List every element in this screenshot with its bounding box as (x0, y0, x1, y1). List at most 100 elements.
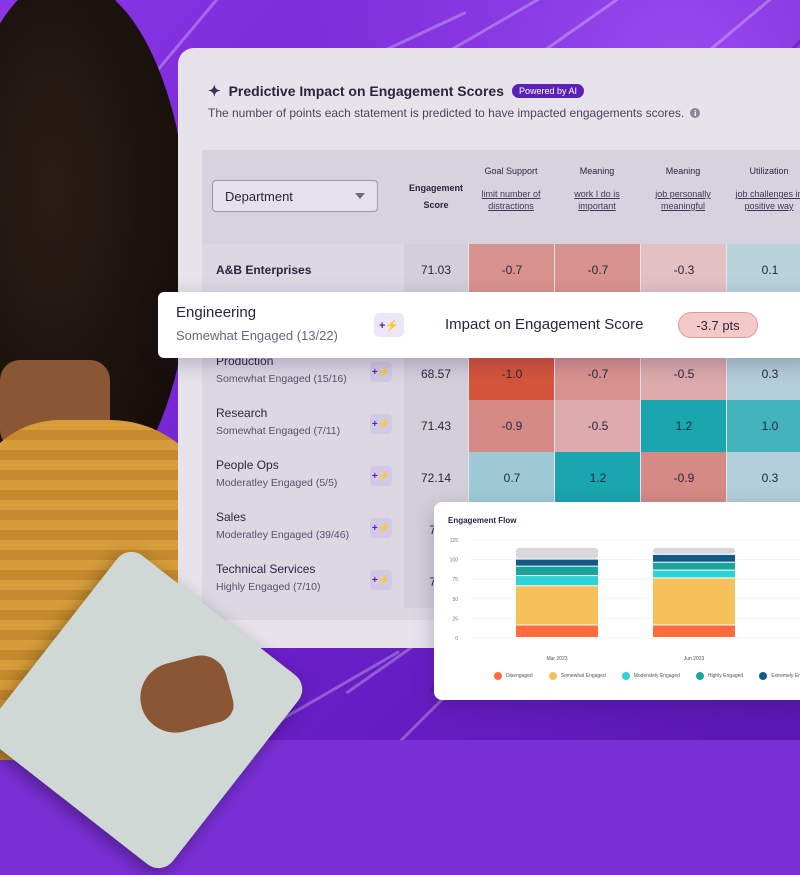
legend-item[interactable]: Highly Engaged (695, 672, 744, 680)
impact-value-badge: -3.7 pts (678, 312, 758, 338)
impact-cell[interactable]: 0.1 (726, 244, 800, 296)
sparkle-icon: ✦ (208, 83, 221, 100)
row-name: Sales (216, 510, 247, 524)
column-statement[interactable]: positive way (744, 201, 794, 211)
impact-cell[interactable]: -0.7 (468, 244, 555, 296)
bar-segment (653, 547, 735, 554)
legend-item[interactable]: Extremely Eng (759, 672, 800, 680)
y-tick-label: 75 (452, 577, 458, 583)
engagement-score: 72.14 (404, 452, 468, 504)
row-engagement-level: Somewhat Engaged (15/16) (216, 373, 347, 385)
y-tick-label: 125 (450, 538, 459, 544)
panel-title-text: Predictive Impact on Engagement Scores (228, 83, 504, 99)
row-name: People Ops (216, 458, 279, 472)
column-statement[interactable]: distractions (488, 201, 534, 211)
legend-swatch (621, 672, 630, 680)
legend-label: Disengaged (506, 673, 533, 679)
bar-segment[interactable] (516, 586, 598, 625)
table-row[interactable]: A&B Enterprises 71.03 -0.7 -0.7 -0.3 0.1 (202, 244, 800, 296)
x-tick-label: Jun 2023 (684, 656, 705, 662)
impact-cell[interactable]: 0.3 (726, 452, 800, 504)
department-select[interactable]: Department (212, 180, 378, 212)
bar-segment[interactable] (653, 570, 735, 578)
impact-cell[interactable]: -0.7 (554, 244, 641, 296)
row-name: A&B Enterprises (216, 263, 312, 277)
column-statement[interactable]: work I do is (574, 189, 620, 199)
engagement-header-line1: Engagement (408, 183, 463, 193)
impact-cell[interactable]: -0.5 (554, 400, 641, 452)
table-header: Department Engagement Score Goal Support… (202, 150, 800, 244)
add-impact-button[interactable]: +⚡ (370, 414, 392, 434)
panel-subtitle-text: The number of points each statement is p… (208, 106, 685, 120)
legend-item[interactable]: Disengaged (494, 672, 533, 680)
column-category: Meaning (665, 166, 701, 176)
bar-segment[interactable] (653, 554, 735, 562)
add-impact-button[interactable]: +⚡ (370, 518, 392, 538)
column-header-meaning-1[interactable]: Meaning work I do is important (554, 166, 640, 212)
legend-item[interactable]: Moderately Engaged (621, 672, 680, 680)
add-impact-button[interactable]: +⚡ (370, 466, 392, 486)
legend-label: Extremely Eng (771, 673, 800, 679)
column-header-goal-support[interactable]: Goal Support limit number of distraction… (468, 166, 554, 212)
y-tick-label: 0 (455, 636, 458, 642)
add-impact-button[interactable]: +⚡ (370, 570, 392, 590)
impact-cell[interactable]: 0.7 (468, 452, 555, 504)
table-row[interactable]: People Ops Moderatley Engaged (5/5) +⚡ 7… (202, 452, 800, 504)
impact-cell[interactable]: 1.2 (640, 400, 727, 452)
x-tick-label: Mar 2023 (546, 656, 567, 662)
row-engagement-level: Moderatley Engaged (5/5) (216, 477, 338, 489)
y-tick-label: 25 (452, 616, 458, 622)
chart-title: Engagement Flow (448, 516, 517, 525)
column-statement[interactable]: important (578, 201, 616, 211)
impact-cell[interactable]: -0.9 (640, 452, 727, 504)
column-statement[interactable]: meaningful (660, 201, 706, 211)
engagement-score: 71.03 (404, 244, 468, 296)
column-header-utilization[interactable]: Utilization job challenges in positive w… (726, 166, 800, 212)
y-tick-label: 50 (452, 597, 458, 603)
bar-segment[interactable] (516, 559, 598, 566)
row-engagement-level: Somewhat Engaged (7/11) (216, 425, 341, 437)
column-category: Utilization (749, 166, 789, 176)
powered-by-ai-badge: Powered by AI (512, 84, 585, 98)
legend-swatch (759, 672, 768, 680)
add-impact-button[interactable]: +⚡ (374, 313, 404, 337)
bar-segment[interactable] (516, 566, 598, 576)
department-select-value: Department (225, 188, 293, 204)
bar-segment[interactable] (653, 562, 735, 570)
panel-subtitle: The number of points each statement is p… (208, 106, 701, 120)
bar-segment[interactable] (653, 578, 735, 625)
y-tick-label: 100 (450, 558, 459, 564)
table-row[interactable]: Research Somewhat Engaged (7/11) +⚡ 71.4… (202, 400, 800, 452)
info-icon[interactable]: i (690, 108, 701, 118)
row-engagement-level: Highly Engaged (7/10) (216, 581, 321, 593)
column-category: Goal Support (484, 166, 538, 176)
impact-cell[interactable]: 1.0 (726, 400, 800, 452)
legend-swatch (494, 672, 502, 680)
engineering-name: Engineering (176, 304, 257, 321)
column-statement[interactable]: job personally (655, 189, 711, 199)
legend-item[interactable]: Somewhat Engaged (548, 672, 606, 680)
bar-segment (516, 547, 598, 559)
column-header-meaning-2[interactable]: Meaning job personally meaningful (640, 166, 726, 212)
legend-label: Highly Engaged (707, 673, 744, 679)
row-name: Technical Services (216, 562, 316, 576)
row-name: Research (216, 406, 268, 420)
bar-segment[interactable] (653, 625, 735, 637)
bar-segment[interactable] (516, 625, 598, 637)
impact-cell[interactable]: 1.2 (554, 452, 641, 504)
legend-label: Somewhat Engaged (560, 673, 606, 679)
engineering-impact-row[interactable]: Engineering Somewhat Engaged (13/22) +⚡ … (158, 292, 800, 358)
engagement-flow-card: Engagement Flow 0 25 50 75 100 125 Mar 2023 Jun… (434, 502, 800, 700)
impact-cell[interactable]: -0.9 (468, 400, 555, 452)
impact-label: Impact on Engagement Score (445, 316, 644, 333)
add-impact-button[interactable]: +⚡ (370, 362, 392, 382)
column-category: Meaning (579, 166, 615, 176)
engagement-score-header[interactable]: Engagement Score (404, 180, 468, 214)
column-statement[interactable]: limit number of (481, 189, 541, 199)
column-statement[interactable]: job challenges in (735, 189, 800, 199)
row-engagement-level: Moderatley Engaged (39/46) (216, 529, 350, 541)
engagement-score: 71.43 (404, 400, 468, 452)
impact-cell[interactable]: -0.3 (640, 244, 727, 296)
engagement-header-line2: Score (423, 200, 449, 210)
bar-segment[interactable] (516, 576, 598, 586)
